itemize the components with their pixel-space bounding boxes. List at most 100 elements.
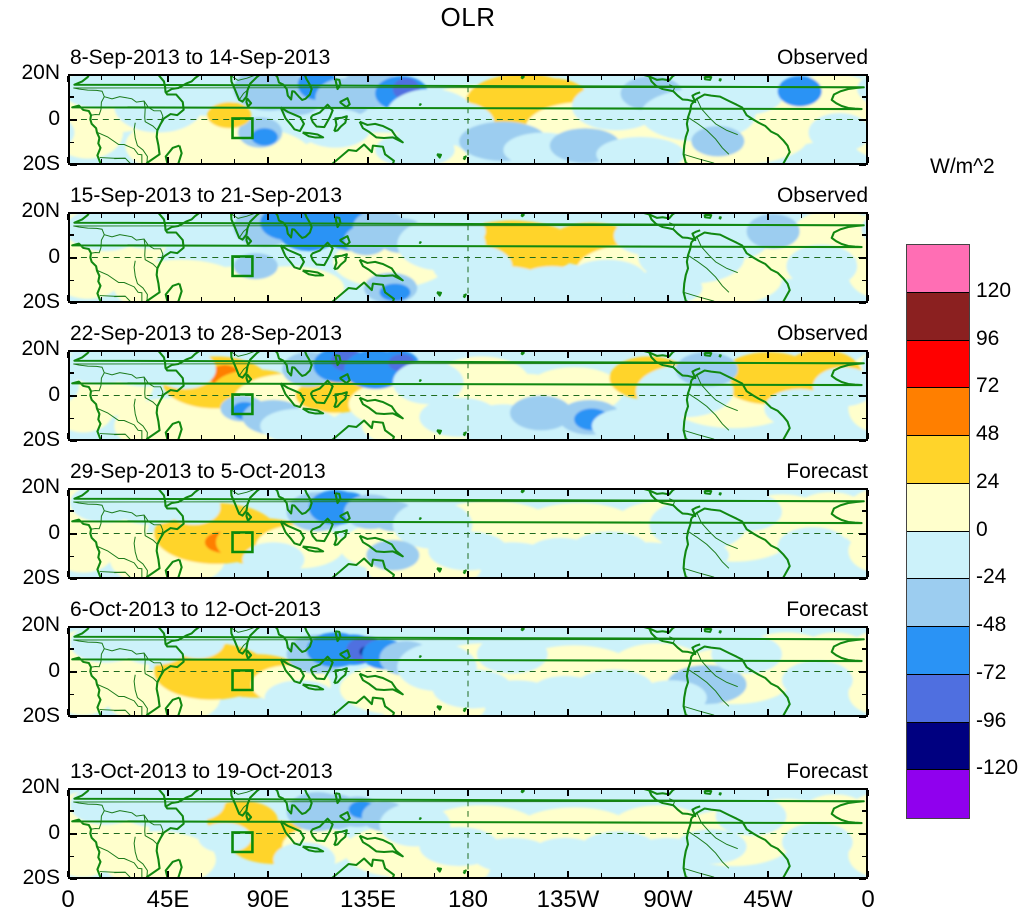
y-axis-tick [70, 578, 77, 580]
colorbar-tick-label: -120 [976, 756, 1019, 780]
x-axis-minor-tick [700, 297, 702, 301]
y-axis-tick [862, 141, 866, 144]
y-axis-tick [70, 73, 77, 75]
y-axis-tick [70, 349, 77, 351]
x-axis-minor-tick [100, 76, 102, 80]
x-axis-tick [67, 628, 69, 634]
x-axis-tick [767, 352, 769, 358]
x-axis-minor-tick [200, 873, 202, 877]
x-axis-tick [367, 352, 369, 358]
x-axis-tick [167, 628, 169, 634]
y-axis-tick-label: 20N [21, 199, 60, 222]
x-axis-tick [767, 571, 769, 577]
x-axis-minor-tick [400, 76, 402, 80]
y-axis-tick-label: 20S [22, 152, 60, 175]
y-axis-tick [70, 533, 77, 535]
x-axis-tick [67, 871, 69, 877]
panel-kind-label: Observed [776, 322, 868, 345]
x-axis-tick [167, 790, 169, 796]
x-axis-minor-tick [700, 873, 702, 877]
x-axis-minor-tick [400, 352, 402, 356]
country-borders [73, 76, 864, 163]
x-axis-tick [567, 433, 569, 439]
y-axis-tick [862, 417, 866, 420]
x-axis-tick [367, 790, 369, 796]
y-axis-tick [862, 372, 866, 374]
x-axis-minor-tick [234, 711, 236, 715]
x-axis-minor-tick [234, 628, 236, 632]
anomaly-blob [781, 660, 853, 700]
x-axis-minor-tick [500, 711, 502, 715]
anomaly-blob [861, 355, 866, 375]
x-axis-tick [267, 157, 269, 163]
x-axis-minor-tick [100, 790, 102, 794]
x-axis-tick [467, 571, 469, 577]
x-axis-minor-tick [300, 873, 302, 877]
x-axis-tick [767, 295, 769, 301]
y-axis-tick [859, 487, 866, 489]
x-axis-tick [867, 76, 869, 82]
x-axis-tick [267, 295, 269, 301]
x-axis-tick [567, 352, 569, 358]
y-axis-tick [862, 279, 866, 282]
x-axis-tick [67, 571, 69, 577]
x-axis-tick [467, 490, 469, 496]
colorbar [906, 244, 970, 819]
x-axis-minor-tick [734, 435, 736, 439]
x-axis-tick [167, 571, 169, 577]
x-axis-tick [467, 628, 469, 634]
x-axis-minor-tick [734, 873, 736, 877]
x-axis-minor-tick [734, 214, 736, 218]
x-axis-minor-tick [800, 214, 802, 218]
x-axis-tick [367, 490, 369, 496]
x-axis-minor-tick [834, 873, 836, 877]
anomaly-blob [781, 822, 853, 862]
x-axis-minor-tick [500, 297, 502, 301]
x-axis-tick [667, 709, 669, 715]
x-axis-minor-tick [500, 352, 502, 356]
x-axis-minor-tick [434, 352, 436, 356]
x-axis-minor-tick [600, 297, 602, 301]
x-axis-minor-tick [134, 790, 136, 794]
x-axis-tick [567, 790, 569, 796]
anomaly-blob [233, 253, 278, 280]
colorbar-band [907, 483, 969, 532]
x-axis-minor-tick [700, 435, 702, 439]
anomaly-blob [675, 829, 747, 864]
coastlines [71, 352, 865, 439]
x-axis-tick [467, 76, 469, 82]
anomaly-blob [70, 833, 115, 877]
anomaly-blob [848, 531, 866, 571]
x-axis-minor-tick [500, 490, 502, 494]
x-axis-tick [167, 214, 169, 220]
map-panel [68, 212, 868, 303]
x-axis-tick [867, 871, 869, 877]
x-axis-minor-tick [100, 873, 102, 877]
x-axis-tick [367, 433, 369, 439]
x-axis-minor-tick [434, 790, 436, 794]
y-axis-tick [70, 257, 77, 259]
panel-date-range: 6-Oct-2013 to 12-Oct-2013 [70, 598, 321, 621]
x-axis-minor-tick [234, 76, 236, 80]
anomaly-blob [70, 384, 115, 433]
anomaly-blob [746, 214, 800, 249]
map-panel [68, 788, 868, 879]
anomaly-blob [591, 408, 663, 439]
coastlines [71, 628, 865, 715]
x-axis-minor-tick [200, 76, 202, 80]
y-axis-tick [70, 648, 74, 650]
x-axis-minor-tick [234, 352, 236, 356]
x-axis-tick [867, 571, 869, 577]
map-canvas [70, 790, 866, 877]
x-axis-minor-tick [834, 628, 836, 632]
anomaly-blob [764, 388, 836, 429]
x-axis-minor-tick [134, 711, 136, 715]
x-axis-minor-tick [100, 628, 102, 632]
x-axis-minor-tick [800, 490, 802, 494]
x-axis-minor-tick [700, 214, 702, 218]
y-axis-tick [70, 395, 77, 397]
y-axis-tick [859, 878, 866, 880]
x-axis-minor-tick [300, 711, 302, 715]
y-axis-tick [70, 417, 74, 420]
